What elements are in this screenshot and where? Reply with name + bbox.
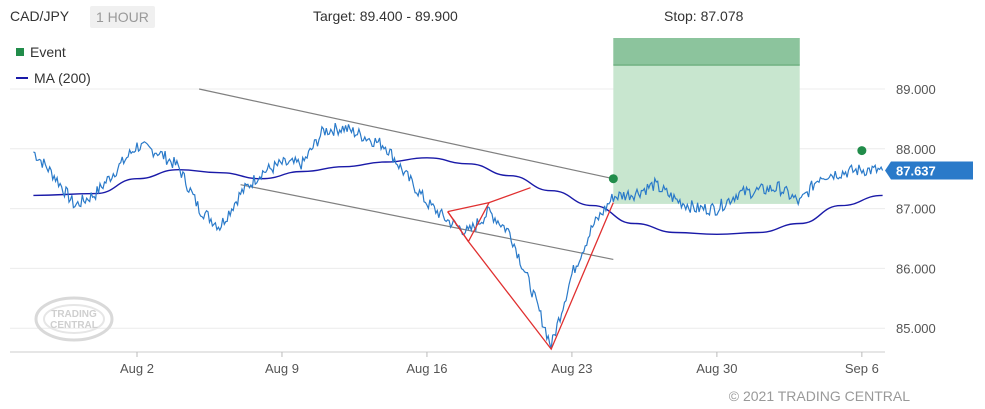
last-price-label: 87.637 bbox=[896, 164, 936, 179]
pattern-lines bbox=[447, 187, 614, 351]
y-tick-label: 88.000 bbox=[896, 142, 936, 157]
ma-layer bbox=[33, 157, 883, 236]
pattern-line bbox=[447, 187, 531, 213]
x-tick-label: Aug 9 bbox=[265, 361, 299, 376]
channel-lines bbox=[199, 88, 614, 261]
last-price-tag bbox=[885, 161, 973, 180]
ma-line-icon bbox=[16, 77, 28, 79]
target-band bbox=[613, 38, 800, 66]
pattern-line bbox=[447, 211, 469, 242]
y-tick-label: 89.000 bbox=[896, 82, 936, 97]
channel-line bbox=[199, 88, 614, 180]
trading-central-watermark: TRADING CENTRAL bbox=[34, 296, 114, 342]
y-tick-label: 87.000 bbox=[896, 202, 936, 217]
event-marker bbox=[857, 146, 867, 156]
timeframe-selector[interactable]: 1 HOUR bbox=[90, 6, 155, 28]
y-tick-label: 86.000 bbox=[896, 261, 936, 276]
event-markers bbox=[608, 146, 867, 184]
copyright-text: © 2021 TRADING CENTRAL bbox=[728, 388, 910, 404]
legend-ma[interactable]: MA (200) bbox=[16, 70, 91, 86]
watermark-line2: CENTRAL bbox=[50, 320, 98, 331]
stop-label: Stop: 87.078 bbox=[664, 8, 744, 24]
x-tick-label: Sep 6 bbox=[845, 361, 879, 376]
x-tick-label: Aug 30 bbox=[696, 361, 737, 376]
x-tick-label: Aug 2 bbox=[120, 361, 154, 376]
event-marker bbox=[608, 174, 618, 184]
watermark-line1: TRADING bbox=[51, 309, 97, 320]
target-label: Target: 89.400 - 89.900 bbox=[313, 8, 458, 24]
legend-ma-label: MA (200) bbox=[34, 70, 91, 86]
legend-event-label: Event bbox=[30, 44, 66, 60]
x-tick-label: Aug 16 bbox=[406, 361, 447, 376]
x-tick-label: Aug 23 bbox=[551, 361, 592, 376]
y-tick-label: 85.000 bbox=[896, 321, 936, 336]
pair-label: CAD/JPY bbox=[10, 8, 70, 24]
channel-line bbox=[240, 184, 614, 261]
legend-event[interactable]: Event bbox=[16, 44, 66, 60]
axes: 89.000 88.000 87.000 86.000 85.000 Aug 2 Aug 9… bbox=[10, 82, 973, 376]
ma-line bbox=[33, 157, 883, 236]
target-area bbox=[613, 38, 800, 204]
event-square-icon bbox=[16, 48, 24, 56]
target-zone bbox=[613, 38, 800, 204]
